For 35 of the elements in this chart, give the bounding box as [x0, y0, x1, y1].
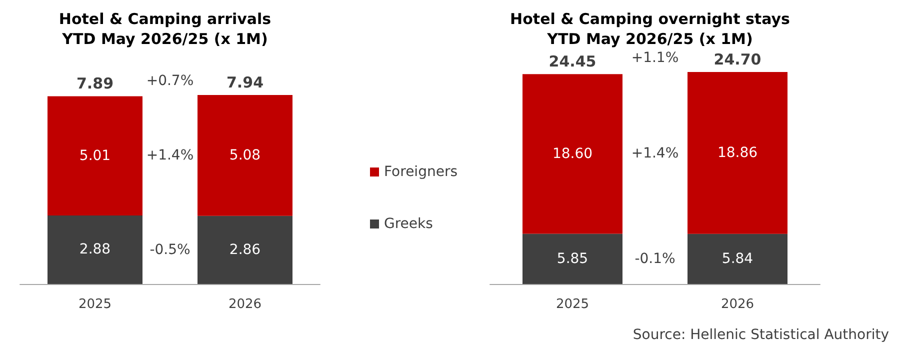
x-tick-label: 2026 [720, 297, 754, 312]
total-label: 24.70 [714, 50, 762, 68]
x-tick-label: 2025 [556, 297, 590, 312]
annotation: -0.5% [150, 242, 190, 258]
annotation: -0.1% [634, 250, 676, 267]
total-label: 24.45 [548, 52, 596, 71]
bar [198, 216, 292, 284]
data-label: 18.86 [717, 144, 758, 161]
bar [688, 234, 788, 284]
bar [48, 215, 142, 284]
chart-title: Hotel & Camping overnight stays YTD May 2026/25 (x 1M) [510, 10, 790, 48]
annotation: +1.4% [631, 145, 679, 162]
total-label: 7.89 [76, 74, 114, 93]
total-label: 7.94 [226, 74, 264, 92]
bar [48, 96, 142, 216]
data-label: 18.60 [552, 146, 593, 162]
data-label: 5.85 [556, 250, 588, 267]
bar [198, 95, 292, 216]
data-label: 5.01 [79, 148, 111, 164]
data-label: 2.88 [79, 242, 111, 258]
legend-label: Foreigners [384, 164, 458, 180]
chart-title: Hotel & Camping arrivals YTD May 2026/25 (x 1M) [58, 10, 272, 48]
bar [522, 234, 622, 284]
data-label: 5.08 [229, 147, 261, 164]
x-tick-label: 2025 [78, 297, 112, 312]
legend-label: Greeks [384, 216, 433, 232]
bar [522, 74, 622, 234]
source-note: Source: Hellenic Statistical Authority [632, 327, 890, 343]
x-tick-label: 2026 [228, 297, 262, 312]
annotation: +1.4% [146, 148, 194, 164]
bar [688, 72, 788, 234]
data-label: 5.84 [722, 250, 754, 267]
text: +0.7% [146, 73, 194, 89]
data-label: 2.86 [229, 242, 261, 258]
text: +1.1% [631, 50, 679, 66]
